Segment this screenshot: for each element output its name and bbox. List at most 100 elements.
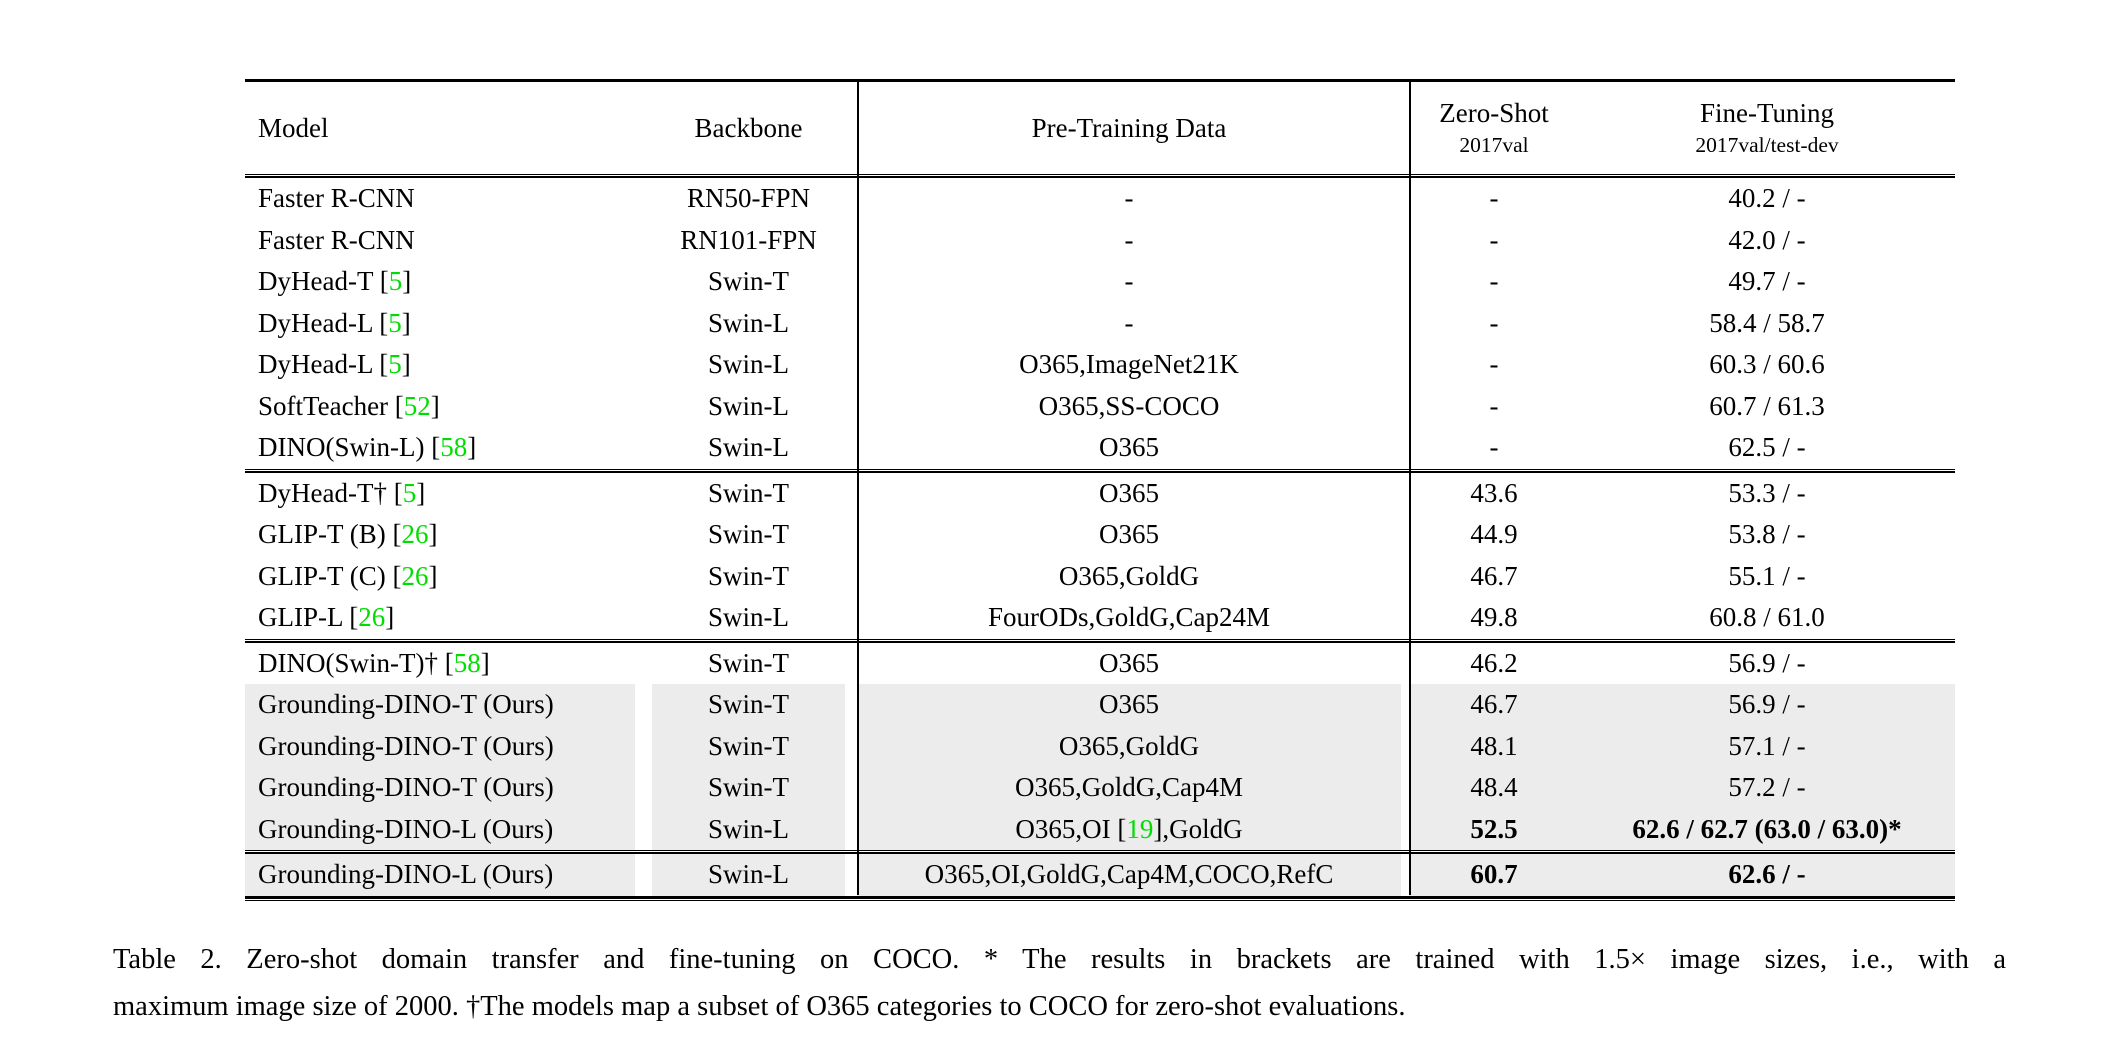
backbone-cell: Swin-T: [652, 684, 845, 726]
model-cell: DINO(Swin-L) [58]: [258, 432, 477, 463]
citation-number: 52: [403, 390, 431, 421]
citation-number: 58: [453, 647, 481, 678]
results-group: 46.7 56.9 / -: [1409, 684, 1955, 726]
model-cell: Grounding-DINO-T (Ours): [245, 725, 635, 767]
results-group: - 58.4 / 58.7: [1409, 303, 1955, 345]
table-row: Grounding-DINO-L (Ours) Swin-L O365,OI [19…: [245, 808, 1955, 850]
zeroshot-cell: -: [1489, 266, 1499, 297]
backbone-cell: Swin-L: [708, 307, 789, 338]
pretrain-cell: -: [1124, 266, 1134, 297]
pretrain-cell: -: [1124, 307, 1134, 338]
finetune-cell: 57.2 / -: [1728, 772, 1806, 803]
model-cell: GLIP-T (B) [26]: [258, 519, 438, 550]
pretrain-cell: O365,GoldG,Cap4M: [857, 767, 1401, 809]
results-group: 49.8 60.8 / 61.0: [1409, 597, 1955, 639]
model-cell: Grounding-DINO-T (Ours): [245, 767, 635, 809]
table-row: Grounding-DINO-T (Ours) Swin-T O365,GoldG,…: [245, 767, 1955, 809]
backbone-cell: Swin-L: [708, 390, 789, 421]
backbone-cell: Swin-T: [708, 477, 789, 508]
finetune-cell: 57.1 / -: [1728, 730, 1806, 761]
results-group: 48.4 57.2 / -: [1409, 767, 1955, 809]
model-cell: GLIP-T (C) [26]: [258, 560, 438, 591]
backbone-cell: RN50-FPN: [686, 183, 811, 214]
backbone-cell: Swin-T: [708, 266, 789, 297]
table-row: Grounding-DINO-L (Ours) Swin-L O365,OI,Gol…: [245, 854, 1955, 896]
finetune-cell: 49.7 / -: [1728, 266, 1806, 297]
pretrain-cell: O365: [857, 684, 1401, 726]
pretrain-cell: O365: [1099, 647, 1159, 678]
table-row: GLIP-T (B) [26] Swin-T O365 44.9 53.8 / -: [245, 514, 1955, 556]
caption-line-2: maximum image size of 2000. †The models …: [113, 991, 1406, 1022]
results-group: - 62.5 / -: [1409, 427, 1955, 469]
table-row: DyHead-T [5] Swin-T - - 49.7 / -: [245, 261, 1955, 303]
table-row: Faster R-CNN RN50-FPN - - 40.2 / -: [245, 178, 1955, 220]
table-row: DINO(Swin-L) [58] Swin-L O365 - 62.5 / -: [245, 427, 1955, 469]
backbone-cell: Swin-L: [708, 349, 789, 380]
pretrain-cell: -: [1124, 224, 1134, 255]
results-group: 46.2 56.9 / -: [1409, 643, 1955, 685]
zeroshot-cell: 46.2: [1470, 647, 1518, 678]
backbone-cell: Swin-L: [652, 854, 845, 896]
citation-number: 58: [440, 432, 468, 463]
table-row: Faster R-CNN RN101-FPN - - 42.0 / -: [245, 220, 1955, 262]
results-table: Model Backbone Pre-Training Data Zero-Sh…: [245, 79, 1955, 901]
pretrain-cell: O365,GoldG: [857, 725, 1401, 767]
table-row: GLIP-T (C) [26] Swin-T O365,GoldG 46.7 55.1 …: [245, 556, 1955, 598]
model-cell: Faster R-CNN: [258, 183, 415, 214]
results-group: 60.7 62.6 / -: [1409, 854, 1955, 896]
zeroshot-cell: -: [1489, 224, 1499, 255]
finetune-cell: 56.9 / -: [1728, 689, 1806, 720]
pretrain-cell: O365: [1099, 519, 1159, 550]
model-cell: DyHead-T† [5]: [258, 477, 426, 508]
block-separator-rule: [245, 638, 1955, 643]
zeroshot-cell: -: [1489, 432, 1499, 463]
pretrain-cell: O365,GoldG: [1058, 560, 1200, 591]
table-row: DyHead-L [5] Swin-L O365,ImageNet21K - 60.3 …: [245, 344, 1955, 386]
zeroshot-cell: 43.6: [1470, 477, 1518, 508]
pretrain-cell: -: [1124, 183, 1134, 214]
finetune-cell: 56.9 / -: [1728, 647, 1806, 678]
table-header-row: Model Backbone Pre-Training Data Zero-Sh…: [245, 82, 1955, 174]
finetune-cell: 60.7 / 61.3: [1709, 390, 1825, 421]
table-row: Grounding-DINO-T (Ours) Swin-T O365 46.7 56.…: [245, 684, 1955, 726]
citation-number: 26: [401, 560, 429, 591]
results-group: 46.7 55.1 / -: [1409, 556, 1955, 598]
table-row: DyHead-L [5] Swin-L - - 58.4 / 58.7: [245, 303, 1955, 345]
results-group: - 49.7 / -: [1409, 261, 1955, 303]
citation-number: 5: [388, 307, 402, 338]
zeroshot-cell: 46.7: [1470, 689, 1518, 720]
model-cell: DyHead-L [5]: [258, 307, 411, 338]
model-cell: Faster R-CNN: [258, 224, 415, 255]
backbone-cell: Swin-T: [652, 725, 845, 767]
zeroshot-cell: 52.5: [1470, 813, 1518, 844]
header-zeroshot: Zero-Shot 2017val: [1409, 96, 1579, 160]
model-cell: SoftTeacher [52]: [258, 390, 440, 421]
model-cell: DINO(Swin-T)† [58]: [258, 647, 490, 678]
backbone-cell: Swin-L: [708, 432, 789, 463]
backbone-cell: Swin-L: [708, 602, 789, 633]
zeroshot-cell: 49.8: [1470, 602, 1518, 633]
finetune-cell: 53.3 / -: [1728, 477, 1806, 508]
finetune-cell: 62.6 / -: [1728, 859, 1806, 890]
header-finetune: Fine-Tuning 2017val/test-dev: [1579, 96, 1955, 160]
results-group: 43.6 53.3 / -: [1409, 473, 1955, 515]
pretrain-cell: O365,OI [19],GoldG: [857, 808, 1401, 850]
pretrain-cell: FourODs,GoldG,Cap24M: [987, 602, 1270, 633]
zeroshot-cell: -: [1489, 349, 1499, 380]
header-model-label: Model: [258, 112, 329, 143]
zeroshot-cell: -: [1489, 307, 1499, 338]
header-finetune-sub: 2017val/test-dev: [1695, 133, 1839, 157]
backbone-cell: Swin-T: [708, 519, 789, 550]
header-pretrain: Pre-Training Data: [857, 113, 1401, 144]
header-zeroshot-title: Zero-Shot: [1439, 98, 1549, 128]
results-group: - 40.2 / -: [1409, 178, 1955, 220]
pretrain-cell: O365,SS-COCO: [1038, 390, 1220, 421]
model-cell: DyHead-L [5]: [258, 349, 411, 380]
finetune-cell: 62.6 / 62.7 (63.0 / 63.0)*: [1632, 813, 1902, 844]
header-pretrain-label: Pre-Training Data: [1031, 112, 1227, 143]
pretrain-cell: O365,OI,GoldG,Cap4M,COCO,RefC: [857, 854, 1401, 896]
citation-number: 26: [401, 519, 429, 550]
finetune-cell: 55.1 / -: [1728, 560, 1806, 591]
table-row: GLIP-L [26] Swin-L FourODs,GoldG,Cap24M 49.…: [245, 597, 1955, 639]
